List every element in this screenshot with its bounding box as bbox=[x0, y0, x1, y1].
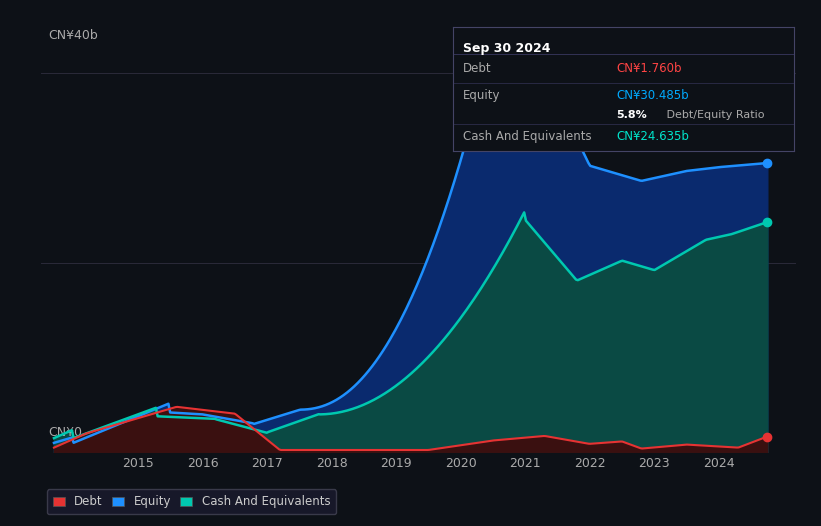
Text: CN¥0: CN¥0 bbox=[48, 426, 83, 439]
Legend: Debt, Equity, Cash And Equivalents: Debt, Equity, Cash And Equivalents bbox=[47, 489, 336, 514]
Text: CN¥40b: CN¥40b bbox=[48, 29, 99, 42]
